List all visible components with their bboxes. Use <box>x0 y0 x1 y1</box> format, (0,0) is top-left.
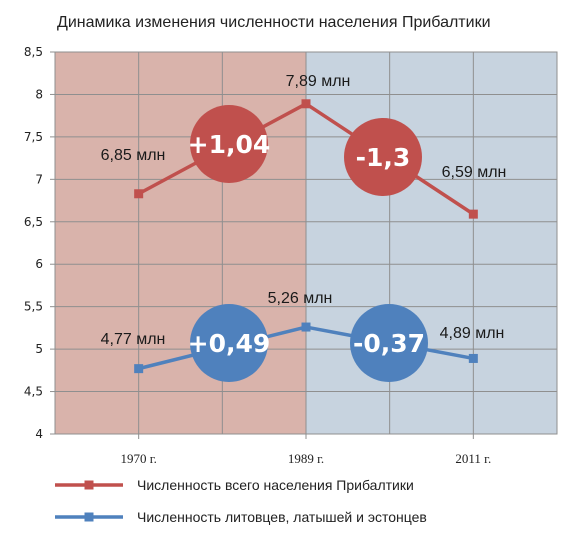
x-tick-label: 1989 г. <box>288 451 324 466</box>
x-tick-label: 2011 г. <box>455 451 491 466</box>
data-label-s1-2: 7,89 млн <box>286 73 351 90</box>
y-tick-label: 4,5 <box>24 385 43 399</box>
data-point-s2-1 <box>134 364 144 374</box>
y-tick-label: 5 <box>35 342 43 356</box>
change-badge-2 <box>344 118 422 196</box>
change-badge-text-1: +1,04 <box>188 130 271 159</box>
change-badge-text-3: +0,49 <box>188 329 271 358</box>
data-point-s2-3 <box>468 353 478 363</box>
change-badge-4 <box>350 304 428 382</box>
change-badge-text-4: -0,37 <box>353 329 425 358</box>
data-point-s2-2 <box>301 322 311 332</box>
data-point-s1-1 <box>134 189 144 199</box>
y-tick-label: 7 <box>35 172 43 186</box>
legend-marker-2 <box>84 512 94 522</box>
legend-label-1: Численность всего населения Прибалтики <box>137 477 414 493</box>
legend-label-2: Численность литовцев, латышей и эстонцев <box>137 509 427 525</box>
y-tick-label: 5,5 <box>24 300 43 314</box>
y-tick-label: 8 <box>35 87 43 101</box>
shaded-period-1 <box>55 52 306 434</box>
y-tick-label: 6,5 <box>24 215 43 229</box>
shaded-period-2 <box>306 52 557 434</box>
chart-title: Динамика изменения численности населения… <box>57 14 491 31</box>
data-label-s2-2: 5,26 млн <box>268 290 333 307</box>
y-tick-label: 6 <box>35 257 43 271</box>
change-badge-1 <box>190 105 268 183</box>
x-tick-label: 1970 г. <box>120 451 156 466</box>
y-tick-label: 7,5 <box>24 130 43 144</box>
y-tick-label: 8,5 <box>24 45 43 59</box>
data-label-s1-3: 6,59 млн <box>442 164 507 181</box>
y-tick-label: 4 <box>35 427 43 441</box>
data-label-s2-3: 4,89 млн <box>440 325 505 342</box>
data-label-s1-1: 6,85 млн <box>101 147 166 164</box>
data-label-s2-1: 4,77 млн <box>101 331 166 348</box>
data-point-s1-3 <box>468 209 478 219</box>
data-point-s1-2 <box>301 99 311 109</box>
change-badge-3 <box>190 304 268 382</box>
legend-marker-1 <box>84 480 94 490</box>
change-badge-text-2: -1,3 <box>356 143 411 172</box>
